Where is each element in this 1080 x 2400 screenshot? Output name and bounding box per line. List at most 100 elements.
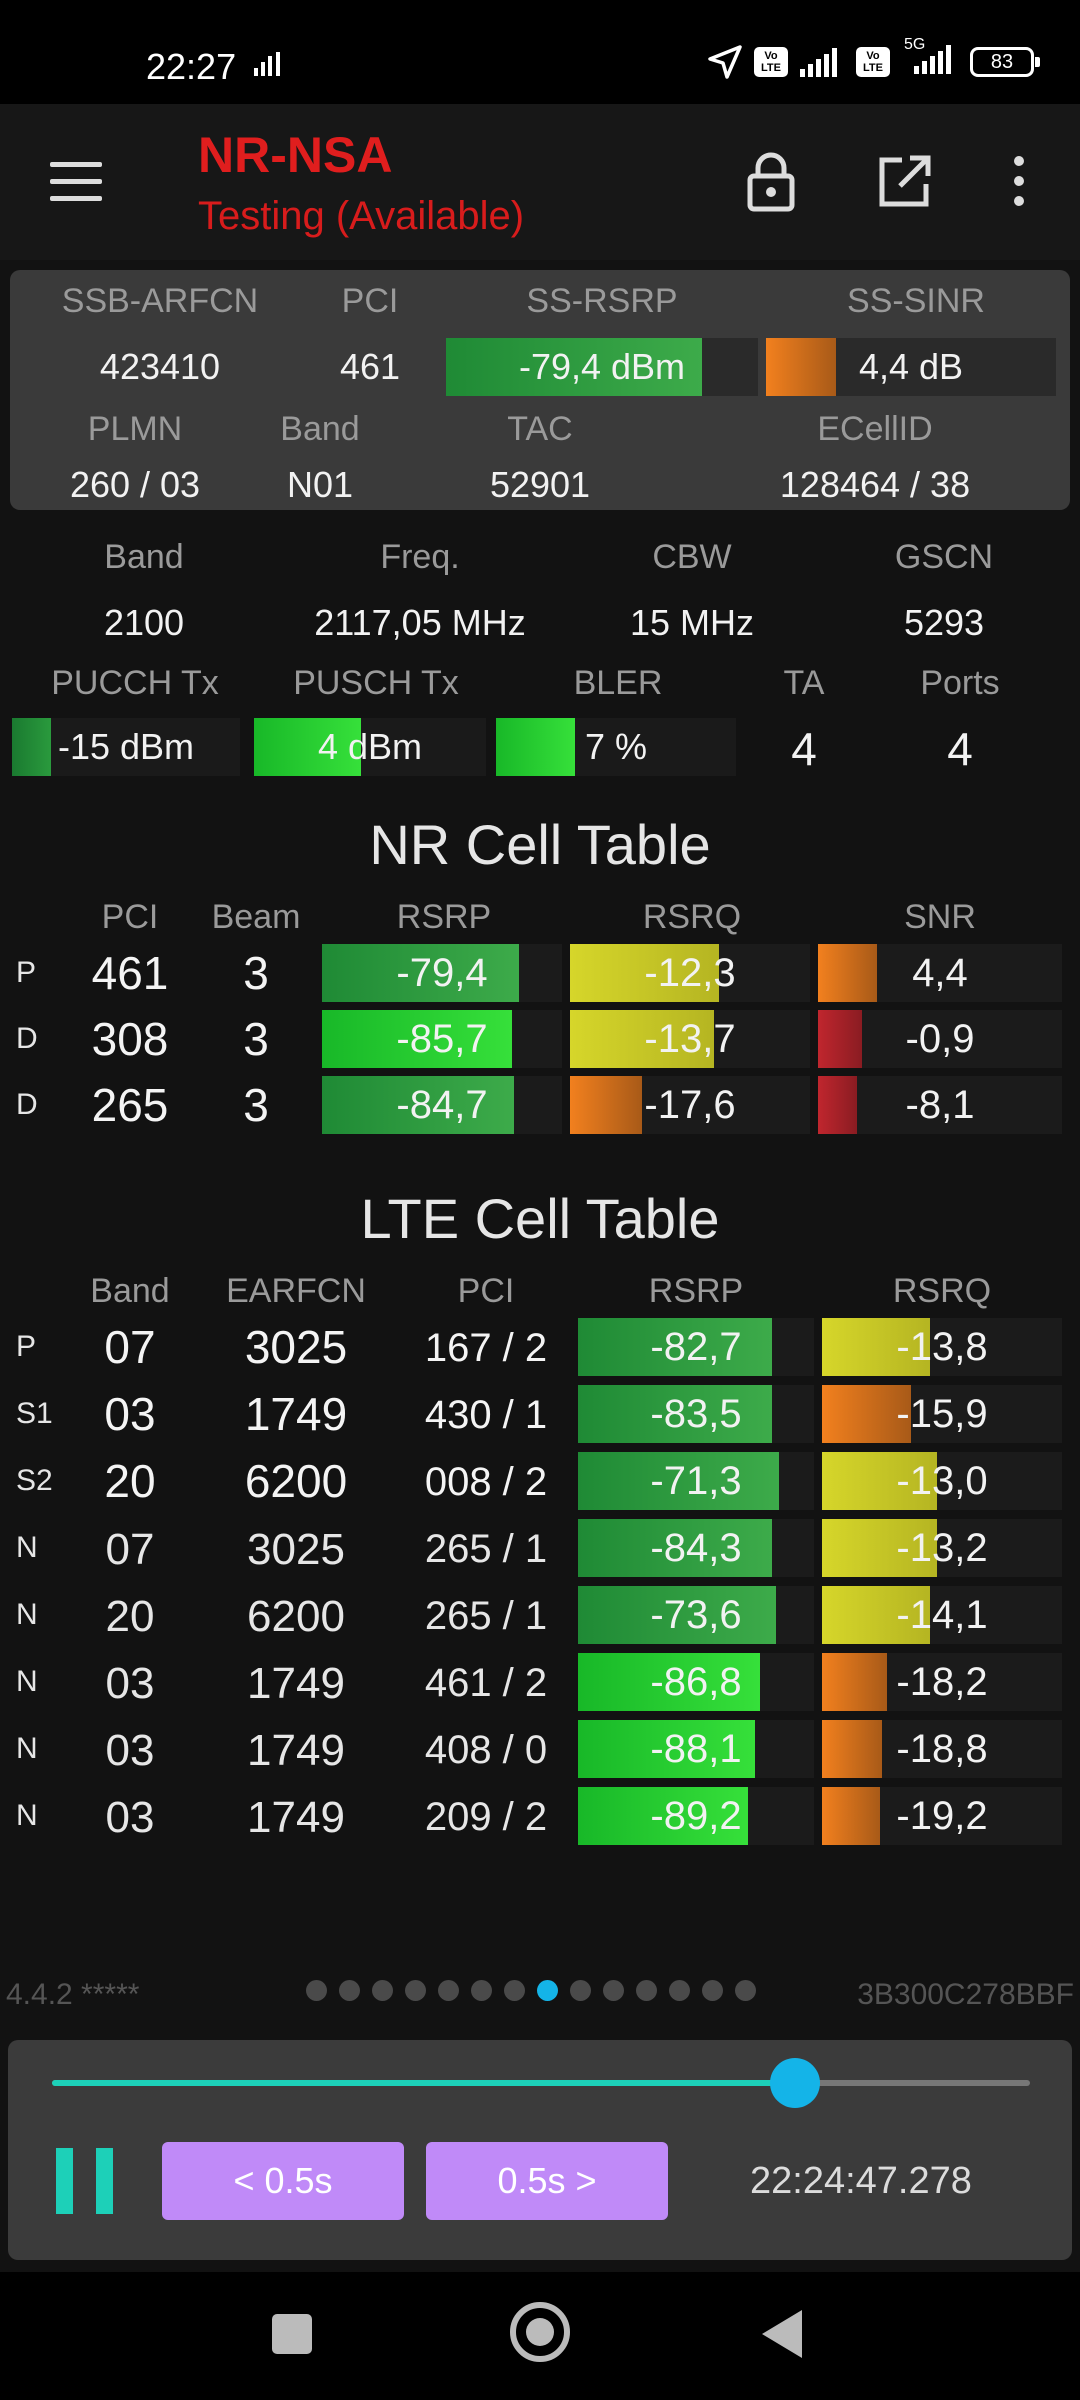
lte-row-pci: 209 / 2 xyxy=(424,1795,548,1839)
lte-row-rsrq-fill xyxy=(822,1318,930,1376)
label-ss-rsrp: SS-RSRP xyxy=(526,282,678,320)
lte-row-pci: 461 / 2 xyxy=(424,1661,548,1705)
nr-row-pci: 461 xyxy=(91,947,169,999)
page-indicator[interactable] xyxy=(306,1980,756,2001)
lock-icon[interactable] xyxy=(746,152,796,212)
lte-row-earfcn: 3025 xyxy=(247,1525,345,1574)
page-dot[interactable] xyxy=(405,1980,426,2001)
label-gscn: GSCN xyxy=(894,538,994,576)
page-dot[interactable] xyxy=(306,1980,327,2001)
open-external-icon[interactable] xyxy=(876,154,932,210)
lte-row-type: N xyxy=(16,1531,38,1564)
nr-row-rsrp: -84,7 xyxy=(396,1083,488,1127)
page-dot[interactable] xyxy=(603,1980,624,2001)
system-nav-bar xyxy=(0,2272,1080,2400)
app-bar: NR-NSA Testing (Available) xyxy=(0,104,1080,260)
page-dot[interactable] xyxy=(339,1980,360,2001)
pucch-tx-value: -15 dBm xyxy=(57,726,195,767)
lte-row-rsrq: -18,2 xyxy=(896,1660,988,1704)
nr-row-snr: -8,1 xyxy=(905,1083,975,1127)
label-tac: TAC xyxy=(507,410,573,448)
home-icon[interactable] xyxy=(510,2302,570,2362)
nr-header-snr: SNR xyxy=(904,898,976,936)
lte-row-rsrp: -88,1 xyxy=(650,1727,742,1771)
ssb-arfcn-value: 423410 xyxy=(99,346,221,387)
lte-row-earfcn: 1749 xyxy=(247,1726,345,1775)
page-dot[interactable] xyxy=(636,1980,657,2001)
lte-row-rsrq-bar: -13,0 xyxy=(822,1452,1062,1510)
page-dot[interactable] xyxy=(669,1980,690,2001)
ss-sinr-fill xyxy=(766,338,836,396)
battery-icon: 83 xyxy=(970,46,1040,77)
playback-slider-thumb[interactable] xyxy=(770,2058,821,2108)
lte-row-rsrq: -19,2 xyxy=(896,1794,988,1838)
playback-slider[interactable] xyxy=(52,2080,1030,2086)
lte-row-rsrq-bar: -13,8 xyxy=(822,1318,1062,1376)
nr-row-snr-bar: 4,4 xyxy=(818,944,1062,1002)
page-subtitle: Testing (Available) xyxy=(198,194,525,238)
lte-row-band: 03 xyxy=(104,1388,156,1440)
plmn-value: 260 / 03 xyxy=(69,464,201,505)
lte-row-rsrp-bar: -84,3 xyxy=(578,1519,814,1577)
nr-row-rsrp-bar: -79,4 xyxy=(322,944,562,1002)
nr-row-rsrq-bar: -17,6 xyxy=(570,1076,810,1134)
lte-row-rsrp-fill xyxy=(578,1519,772,1577)
lte-row-rsrq-bar: -18,2 xyxy=(822,1653,1062,1711)
label-freq: Freq. xyxy=(380,538,460,576)
lte-row-band: 20 xyxy=(105,1592,155,1641)
nr-row-snr-fill xyxy=(818,1076,858,1134)
page-dot[interactable] xyxy=(570,1980,591,2001)
nr-row-beam: 3 xyxy=(243,1013,269,1065)
menu-icon[interactable] xyxy=(50,162,102,202)
pucch-tx-bar: -15 dBm xyxy=(12,718,240,776)
nr-row-snr: 4,4 xyxy=(912,951,968,995)
device-id: 3B300C278BBF xyxy=(857,1978,1074,2011)
nr-row-rsrq-fill xyxy=(570,944,719,1002)
recents-icon[interactable] xyxy=(272,2314,312,2354)
nr-row-rsrq: -12,3 xyxy=(644,951,736,995)
lte-row-rsrp-fill xyxy=(578,1653,760,1711)
ss-sinr-bar: 4,4 dB xyxy=(766,338,1056,396)
pusch-tx-fill xyxy=(254,718,361,776)
page-dot[interactable] xyxy=(537,1980,558,2001)
page-dot[interactable] xyxy=(372,1980,393,2001)
call-signal-icon xyxy=(254,52,280,76)
lte-row-rsrq: -14,1 xyxy=(896,1593,988,1637)
page-dot[interactable] xyxy=(471,1980,492,2001)
page-dot[interactable] xyxy=(438,1980,459,2001)
page-dot[interactable] xyxy=(504,1980,525,2001)
pause-icon[interactable] xyxy=(56,2148,116,2214)
lte-row-type: N xyxy=(16,1799,38,1832)
more-options-icon[interactable] xyxy=(1006,156,1032,212)
playback-panel: < 0.5s 0.5s > 22:24:47.278 xyxy=(8,2040,1072,2260)
step-back-button[interactable]: < 0.5s xyxy=(162,2142,404,2220)
lte-row-rsrq-bar: -19,2 xyxy=(822,1787,1062,1845)
step-forward-button[interactable]: 0.5s > xyxy=(426,2142,668,2220)
label-cbw: CBW xyxy=(652,538,732,576)
ss-rsrp-fill xyxy=(446,338,702,396)
page-dot[interactable] xyxy=(735,1980,756,2001)
lte-row-band: 20 xyxy=(104,1455,156,1507)
lte-row-type: S2 xyxy=(16,1464,53,1497)
label-pucch-tx: PUCCH Tx xyxy=(51,664,219,702)
bler-value: 7 % xyxy=(584,726,648,767)
nr-table-title: NR Cell Table xyxy=(369,813,711,876)
lte-row-rsrq-bar: -15,9 xyxy=(822,1385,1062,1443)
nr-row-pci: 265 xyxy=(91,1079,169,1131)
lte-row-band: 03 xyxy=(105,1726,155,1775)
ecellid-value: 128464 / 38 xyxy=(779,464,971,505)
nr-row-rsrp-fill xyxy=(322,944,519,1002)
nr-row-snr-bar: -0,9 xyxy=(818,1010,1062,1068)
label-ports: Ports xyxy=(920,664,1000,702)
label-plmn: PLMN xyxy=(87,410,183,448)
nr-row-rsrp: -85,7 xyxy=(396,1017,488,1061)
back-icon[interactable] xyxy=(762,2310,802,2358)
nr-row-type: D xyxy=(16,1088,38,1121)
lte-row-type: N xyxy=(16,1665,38,1698)
lte-header-band: Band xyxy=(90,1272,170,1310)
lte-row-rsrp: -86,8 xyxy=(650,1660,742,1704)
lte-row-rsrq-fill xyxy=(822,1385,911,1443)
page-dot[interactable] xyxy=(702,1980,723,2001)
nr-row-snr-fill xyxy=(818,1010,862,1068)
lte-row-rsrq-fill xyxy=(822,1586,930,1644)
